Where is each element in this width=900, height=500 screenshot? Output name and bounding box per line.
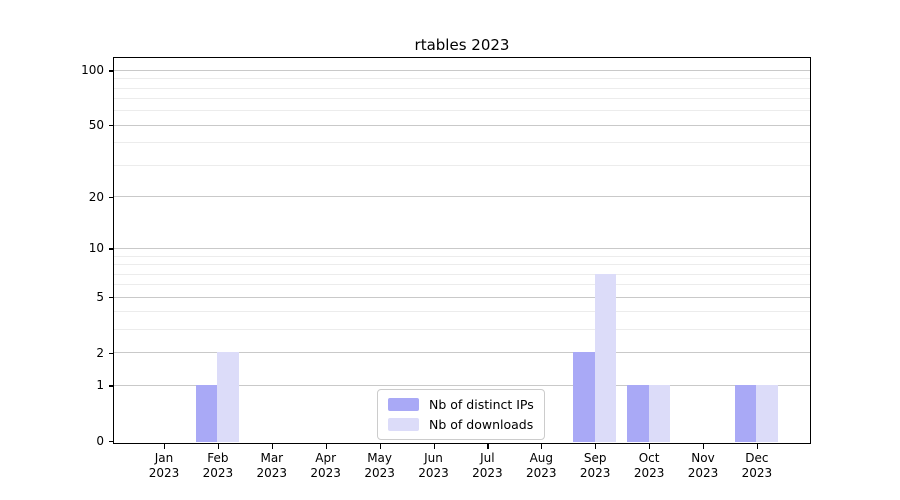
gridline-minor [114,273,810,275]
x-tick [217,444,220,449]
x-tick [325,444,327,449]
legend-item-distinct-ips: Nb of distinct IPs [388,397,534,412]
legend-label-distinct-ips: Nb of distinct IPs [429,397,534,412]
y-tick-label: 50 [88,118,104,133]
bar-nb-of-distinct-ips-sep [573,352,595,442]
x-tick-label: Sep 2023 [579,451,611,480]
y-tick [108,125,114,127]
x-tick-label: Feb 2023 [202,451,234,480]
gridline-major [114,384,810,386]
gridline-minor [114,87,810,89]
gridline-minor [114,311,810,313]
x-tick [541,444,543,449]
x-tick [595,444,597,449]
y-tick [108,385,114,387]
x-tick-label: Nov 2023 [687,451,719,480]
y-tick-label: 10 [88,241,104,256]
y-tick [108,248,114,250]
bar-nb-of-downloads-sep [594,273,617,442]
y-tick-label: 5 [96,290,104,305]
x-tick [703,444,705,449]
y-tick [108,70,114,72]
gridline-minor [114,98,810,100]
y-tick [108,441,114,443]
x-tick-label: Jul 2023 [472,451,503,480]
gridline-minor [114,78,810,80]
x-tick [164,444,166,449]
x-tick [649,444,651,449]
legend-label-downloads: Nb of downloads [429,417,534,432]
legend-swatch-distinct-ips [388,398,419,411]
gridline-minor [114,264,810,266]
x-tick-label: Dec 2023 [741,451,773,480]
bar-nb-of-downloads-feb [217,352,239,442]
gridline-major [114,296,810,298]
gridline-minor [114,284,810,286]
x-tick [433,444,435,449]
x-tick [271,444,273,449]
y-tick-label: 100 [81,63,104,78]
y-tick-label: 0 [96,434,104,448]
legend: Nb of distinct IPs Nb of downloads [377,389,545,440]
x-tick-label: Oct 2023 [633,451,665,480]
y-tick [108,297,114,299]
y-tick [108,352,114,354]
bar-nb-of-distinct-ips-feb [195,384,218,442]
x-tick-label: Mar 2023 [256,451,288,480]
gridline-major [114,352,810,354]
gridline-major [114,247,810,249]
legend-swatch-downloads [388,418,419,431]
gridline-minor [114,255,810,257]
bar-nb-of-distinct-ips-dec [734,384,757,442]
x-tick [487,444,489,449]
bar-nb-of-downloads-dec [756,384,778,442]
gridline-minor [114,164,810,166]
x-tick-label: Apr 2023 [310,451,341,480]
y-tick-label: 20 [88,189,104,204]
gridline-minor [114,142,810,144]
gridline-minor [114,110,810,112]
plot-area [113,57,811,444]
bar-nb-of-distinct-ips-oct [627,384,649,442]
y-tick-label: 1 [96,378,104,393]
y-tick [108,196,114,198]
bar-nb-of-downloads-oct [648,384,671,442]
gridline-minor [114,329,810,331]
y-tick-label: 2 [96,345,104,360]
x-tick-label: Aug 2023 [526,451,557,480]
gridline-major [114,69,810,71]
x-tick [379,444,381,449]
x-tick [756,444,759,449]
x-tick-label: May 2023 [364,451,395,480]
chart-title: rtables 2023 [414,36,510,54]
x-tick-label: Jun 2023 [418,451,449,480]
x-tick-label: Jan 2023 [148,451,180,480]
legend-item-downloads: Nb of downloads [388,417,534,432]
gridline-major [114,196,810,198]
gridline-major [114,124,810,126]
